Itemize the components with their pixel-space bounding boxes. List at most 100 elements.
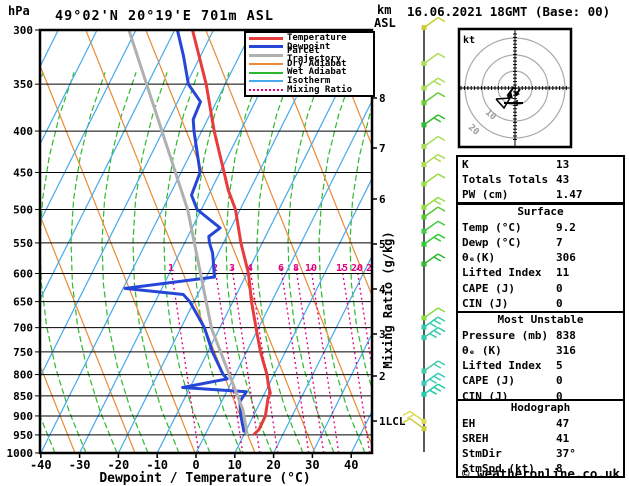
mixing-ratio-legend-swatch (249, 88, 283, 91)
wind-barb-shaft (423, 173, 439, 185)
wind-barb-feather (433, 256, 442, 262)
wind-barb-feather (437, 114, 446, 120)
surface-row: Temp (°C) 9.2 (458, 220, 623, 235)
wind-barb-shaft (423, 326, 439, 339)
indices-row-value: 1.47 (556, 188, 583, 202)
mixing-ratio-line (309, 264, 340, 453)
wind-barb (421, 326, 446, 341)
x-tick-label: 20 (266, 458, 280, 472)
dry-adiabat-line (85, 30, 256, 453)
most_unstable-row-label: Pressure (mb) (462, 329, 549, 343)
wind-barb-shaft (423, 253, 439, 265)
surface-table: Surface Temp (°C) 9.2 Dewp (°C) 7 θₑ(K) 306 Lif… (456, 203, 625, 313)
surface-row-value: 306 (556, 251, 576, 265)
dry-adiabat-legend-swatch (249, 63, 283, 66)
indices-row-label: Totals Totals (462, 173, 549, 187)
wind-barb-shaft (423, 307, 439, 319)
isotherm-line (311, 332, 372, 453)
wind-barb-feather (437, 233, 446, 239)
wind-barb-feather (437, 77, 446, 83)
isotherm-line (40, 30, 215, 379)
altitude-axis-unit-asl: ASL (374, 16, 396, 30)
wind-barb (421, 114, 446, 128)
mixing-ratio-line (340, 264, 371, 453)
surface-row: Lifted Index 11 (458, 265, 623, 280)
hodograph-ring-label: 20 (466, 123, 481, 138)
hodograph-arrowhead (507, 91, 513, 99)
pressure-tick-label: 500 (13, 203, 33, 216)
pressure-tick-label: 450 (13, 166, 33, 179)
wind-barb-feather (437, 220, 446, 226)
wind-barb (421, 196, 446, 210)
wind-barb-shaft (423, 153, 439, 166)
isotherm-line (156, 30, 370, 453)
parcel-trajectory-legend-swatch (249, 53, 283, 57)
credit-text: © weatheronline.co.uk (462, 466, 621, 481)
wet-adiabat-line (132, 72, 180, 453)
isotherm-line (40, 30, 98, 146)
x-tick-label: -40 (30, 458, 52, 472)
pressure-tick-label: 900 (13, 410, 33, 423)
wind-barb-feather (437, 52, 446, 59)
pressure-tick-label: 350 (13, 78, 33, 91)
wind-barb-feather (437, 253, 446, 259)
pressure-tick-label: 300 (13, 24, 33, 37)
pressure-tick-label: 550 (13, 237, 33, 250)
hodograph-ring-label: 10 (483, 108, 498, 123)
legend-row: Isotherm (246, 77, 373, 86)
parcel-trajectory-curve (127, 30, 249, 436)
most_unstable-row: CAPE (J) 0 (458, 373, 623, 388)
surface-row-value: 0 (556, 296, 563, 310)
hodograph-row: EH 47 (458, 416, 623, 431)
hodograph-table-title: Hodograph (510, 401, 571, 414)
mixing-ratio-value-label: 6 (278, 263, 284, 274)
wind-barb-shaft (423, 233, 439, 245)
wet-adiabat-line (349, 105, 372, 391)
wind-barb (421, 135, 446, 150)
wind-barb-feather (433, 199, 442, 205)
indices-row-value: 13 (556, 158, 570, 172)
mixing-ratio-line (294, 264, 325, 453)
wet-adiabat-line (163, 72, 211, 453)
wind-barb-feather (402, 417, 411, 424)
wind-barb-feather (433, 363, 442, 369)
dry-adiabat-line (40, 63, 196, 453)
wind-barb-shaft (423, 52, 439, 65)
mixing-ratio-line (230, 264, 261, 453)
wind-barb-feather (437, 153, 446, 160)
wind-barb (421, 173, 446, 187)
hodograph-row-label: StmSpd (kt) (462, 462, 535, 476)
hodograph-border (457, 27, 573, 149)
wind-barb-feather (437, 92, 446, 98)
mixing-ratio-value-label: 25 (366, 263, 378, 274)
most_unstable-row-value: 0 (556, 374, 563, 388)
dry-adiabat-line (205, 30, 372, 448)
hodograph-row-value: 8 (556, 462, 563, 476)
hodograph-arrowhead (514, 91, 520, 97)
surface-row-label: Dewp (°C) (462, 236, 522, 250)
plot-background: 1 2 3 4 6 8 10 15 20 25 (40, 30, 455, 453)
hodograph-row-value: 47 (556, 417, 570, 431)
hodograph-row: StmDir 37° (458, 446, 623, 461)
legend-row: Parcel Trajectory (246, 46, 373, 64)
wind-barb-feather (433, 117, 442, 123)
most_unstable-row-label: CAPE (J) (462, 374, 515, 388)
wind-barb (421, 316, 446, 330)
wind-barb-feather (437, 307, 446, 313)
indices-table: K 13 Totals Totals 43 PW (cm) 1.47 (456, 155, 625, 205)
km-tick-label: 5 (379, 238, 386, 251)
wind-barb-feather (433, 156, 442, 163)
wind-barb-feather (437, 383, 446, 389)
isotherm-line (234, 177, 372, 453)
x-tick-label: 30 (305, 458, 319, 472)
wind-barb (421, 220, 446, 234)
most_unstable-row-value: 838 (556, 329, 576, 343)
dry-adiabat-line (386, 30, 455, 453)
surface-row: Dewp (°C) 7 (458, 235, 623, 250)
wind-barb (421, 253, 446, 267)
wet-adiabat-line (318, 72, 366, 453)
mixing-ratio-value-label: 1 (168, 263, 174, 274)
